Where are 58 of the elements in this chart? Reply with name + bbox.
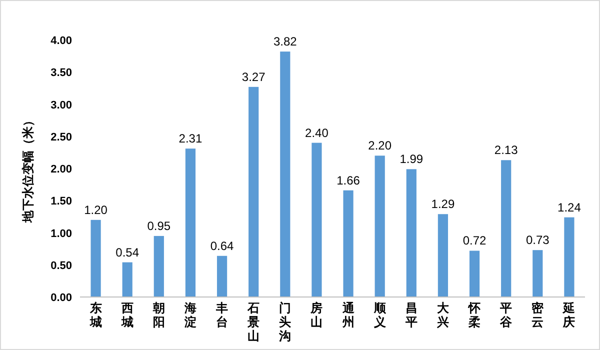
bar bbox=[374, 156, 385, 297]
bar bbox=[438, 214, 448, 297]
bar bbox=[343, 190, 354, 297]
y-tick-label: 2.50 bbox=[50, 131, 72, 144]
data-label: 1.99 bbox=[400, 152, 424, 166]
bar bbox=[532, 250, 543, 297]
x-tick-label: 房山 bbox=[310, 301, 323, 329]
x-tick-label: 东城 bbox=[88, 301, 102, 329]
bar bbox=[564, 217, 574, 297]
x-tick-label: 昌平 bbox=[404, 301, 418, 329]
data-label: 0.73 bbox=[526, 233, 550, 248]
bar bbox=[501, 160, 512, 297]
y-tick-label: 2.00 bbox=[50, 164, 72, 176]
y-tick-label: 0.00 bbox=[50, 292, 72, 304]
data-label: 2.40 bbox=[305, 126, 329, 140]
x-tick-label: 通州 bbox=[341, 301, 356, 329]
x-tick-label: 海淀 bbox=[183, 301, 196, 329]
bar bbox=[185, 148, 196, 297]
data-label: 0.54 bbox=[116, 245, 140, 260]
x-tick-label: 门头沟 bbox=[278, 301, 292, 343]
x-tick-label: 石景山 bbox=[246, 301, 260, 343]
x-tick-label: 顺义 bbox=[372, 301, 387, 329]
x-tick-label: 密云 bbox=[532, 301, 545, 329]
data-label: 3.82 bbox=[273, 34, 298, 49]
x-tick-label: 大兴 bbox=[436, 301, 450, 329]
x-tick-label: 延庆 bbox=[562, 301, 576, 329]
x-tick-label: 怀柔 bbox=[468, 301, 482, 329]
y-tick-label: 4.00 bbox=[50, 35, 72, 47]
data-label: 0.95 bbox=[147, 218, 171, 233]
bar bbox=[216, 256, 228, 297]
data-label: 1.20 bbox=[84, 202, 108, 217]
y-tick-label: 1.50 bbox=[50, 196, 72, 208]
bar bbox=[406, 169, 416, 297]
data-label: 0.64 bbox=[210, 238, 234, 253]
x-tick-label: 西城 bbox=[120, 301, 134, 329]
y-tick-label: 3.50 bbox=[50, 67, 72, 80]
y-tick-label: 1.00 bbox=[50, 228, 72, 240]
data-label: 1.24 bbox=[558, 200, 582, 214]
bar bbox=[312, 142, 322, 297]
x-tick-label: 朝阳 bbox=[152, 301, 165, 329]
bar bbox=[248, 86, 259, 297]
bar bbox=[122, 262, 132, 297]
data-label: 1.66 bbox=[336, 173, 360, 188]
x-tick-label: 平谷 bbox=[499, 301, 514, 329]
bar bbox=[280, 52, 290, 297]
bar bbox=[469, 250, 480, 297]
data-label: 2.20 bbox=[368, 138, 392, 153]
bar bbox=[90, 220, 101, 297]
data-label: 1.29 bbox=[431, 197, 455, 212]
y-tick-label: 3.00 bbox=[50, 99, 72, 112]
data-label: 2.13 bbox=[494, 143, 518, 158]
bar bbox=[154, 236, 164, 297]
data-label: 2.31 bbox=[178, 132, 202, 146]
data-label: 0.72 bbox=[462, 234, 487, 248]
data-label: 3.27 bbox=[242, 70, 266, 84]
x-tick-label: 丰台 bbox=[215, 301, 228, 329]
y-axis-title: 地下水位变幅（米） bbox=[21, 114, 35, 224]
y-tick-label: 0.50 bbox=[50, 260, 72, 272]
